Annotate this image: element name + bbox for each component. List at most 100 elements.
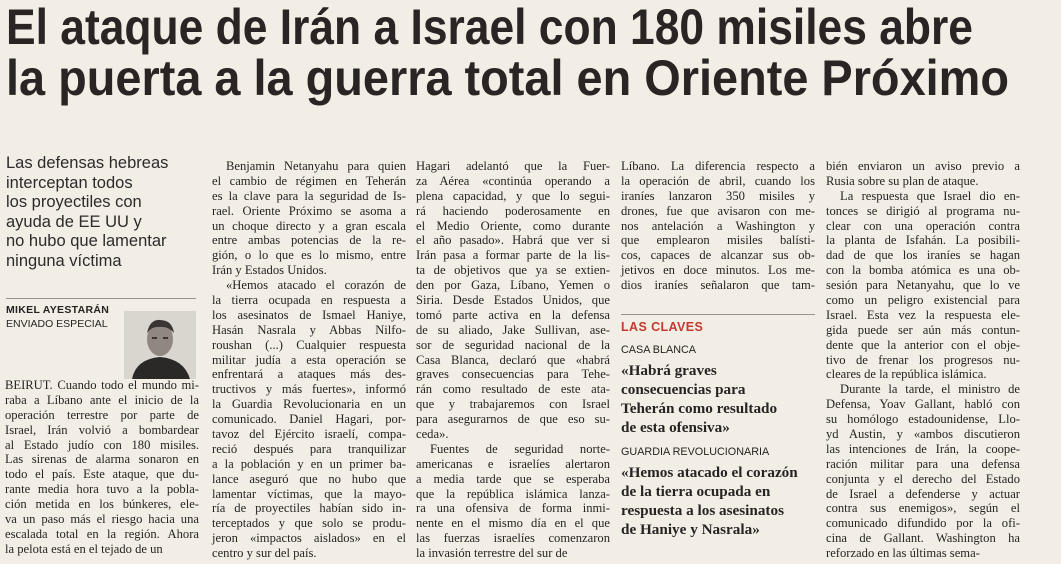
text-line: dente que la anterior con el obje- xyxy=(826,337,1020,352)
text-line: cina de Gallant. Washington ha xyxy=(826,531,1020,546)
text-line: el cambio de régimen en Teherán xyxy=(212,173,406,188)
column: Benjamin Netanyahu para quien el cambio d… xyxy=(212,159,406,561)
text-line: las fuerzas israelíes comenzaron xyxy=(416,531,610,546)
text-line: reció después para tranquilizar xyxy=(212,441,406,456)
author: MIKEL AYESTARÁN xyxy=(6,304,110,316)
text-line: Israel. Esta vez la respuesta ele- xyxy=(826,307,1020,322)
text-line: terceptados y que solo se produ- xyxy=(212,516,406,531)
text-line: la planta de Isfahán. La posibili- xyxy=(826,233,1020,248)
text-line: clear con una operación contra xyxy=(826,218,1020,233)
deck-line: Las defensas hebreas xyxy=(6,154,169,172)
text-line: de su aliado, Jake Sullivan, ase- xyxy=(416,322,610,337)
deck-line: interceptan todos xyxy=(6,173,133,192)
text-line: reforzado en las últimas sema- xyxy=(826,546,980,561)
column: Hagari adelantó que la Fuer-za Aérea «co… xyxy=(416,159,610,561)
text-line: Siria. Desde Estados Unidos, que xyxy=(416,293,610,308)
text-line: conjunta y el derecho del Estado xyxy=(826,471,1020,486)
text-line: jetivos en doce minutos. Los me- xyxy=(621,263,815,278)
text-line: rán como resultado de este ata- xyxy=(416,382,610,397)
deck: Las defensas hebreas interceptan todos los… xyxy=(6,154,186,272)
text-line: raba a Líbano ante el inicio de la xyxy=(5,392,199,407)
text-line: los asesinatos de Ismael Haniye, xyxy=(212,307,406,322)
text-line: americanas e israelíes alertaron xyxy=(416,456,610,471)
text-line: nente en el mismo día en el que xyxy=(416,516,610,531)
text-line: comunicado difundido por la ofi- xyxy=(826,516,1020,531)
text-line: al Estado judío con 180 misiles. xyxy=(5,437,199,452)
headline-line: El ataque de Irán a Israel con 180 misil… xyxy=(6,0,973,55)
text-line: Benjamin Netanyahu para quien xyxy=(226,159,406,173)
text-line: el año pasado». Habrá que ver si xyxy=(416,233,610,248)
sidebar: LAS CLAVES CASA BLANCA «Habrá graves consec… xyxy=(621,320,815,548)
text-line: tructivos y más fuertes», informó xyxy=(212,382,406,397)
text-line: plena capacidad, y que lo segui- xyxy=(416,188,610,203)
text-line: lance aseguró que no hubo que xyxy=(212,471,406,486)
text-line: Hasán Nasrala y Abbas Nilfo- xyxy=(212,322,406,337)
text-line: como un peligro existencial para xyxy=(826,293,1020,308)
text-line: ración militar para una defensa xyxy=(826,456,1020,471)
sidebar-quote: «Habrá graves consecuencias para Teherán c… xyxy=(621,361,815,437)
rule xyxy=(621,314,815,315)
text-line: contra sus enemigos», según el xyxy=(826,501,1020,516)
byline: MIKEL AYESTARÁN ENVIADO ESPECIAL xyxy=(6,303,109,331)
text-line: ción metida en los búnkeres, ele- xyxy=(5,497,199,512)
quote-line: «Habrá graves xyxy=(621,362,717,379)
text-line: con la bomba atómica es una ob- xyxy=(826,263,1020,278)
text-line: tavoz del Ejército israelí, compa- xyxy=(212,427,406,442)
text-line: Rusia sobre su plan de ataque. xyxy=(826,173,979,188)
quote-line: «Hemos atacado el corazón xyxy=(621,464,798,481)
text-line: Líbano. La diferencia respecto a xyxy=(621,159,815,173)
headline-line: la puerta a la guerra total en Oriente P… xyxy=(6,50,1009,106)
text-line: Israel, Irán volvió a bombardear xyxy=(5,422,199,437)
deck-line: no hubo que lamentar xyxy=(6,232,167,251)
quote-line: Teherán como resultado xyxy=(621,400,778,417)
text-line: gida puede ser aún más contun- xyxy=(826,322,1020,337)
text-line: ra una ofensiva de forma inmi- xyxy=(416,501,610,516)
quote-line: de la tierra ocupada en xyxy=(621,483,771,500)
text-line: escalada total en la región. Ahora xyxy=(5,526,199,541)
text-line: tomó parte activa en la defensa xyxy=(416,307,610,322)
text-line: dios iraníes señalaron que tam- xyxy=(621,278,815,293)
text-line: dad de que los iraníes se hagan xyxy=(826,248,1020,263)
text-line: operación terrestre por parte de xyxy=(5,407,199,422)
text-line: tivo de frenar los progresos nu- xyxy=(826,352,1020,367)
deck-line: los proyectiles con xyxy=(6,193,142,212)
text-line: a la población y en un primer ba- xyxy=(212,456,406,471)
text-line: la Guardia Revolucionaria en un xyxy=(212,397,406,412)
sidebar-label: GUARDIA REVOLUCIONARIA xyxy=(621,446,770,458)
text-line: un choque directo y a gran escala xyxy=(212,218,406,233)
text-line: entre ambas potencias de la re- xyxy=(212,233,406,248)
text-line: de Israel a defenderse y actuar xyxy=(826,486,1020,501)
text-line: comunicado. Daniel Hagari, por- xyxy=(212,412,406,427)
text-line: jeron «impactos aislados» en el xyxy=(212,531,406,546)
text-line: bién enviaron un aviso previo a xyxy=(826,159,1020,173)
text-line: BEIRUT. Cuando todo el mundo mi- xyxy=(5,378,199,392)
text-line: gión, o lo que es lo mismo, entre xyxy=(212,248,406,263)
text-line: la tierra ocupada en respuesta a xyxy=(212,293,406,308)
text-line: roushan (...) Cualquier respuesta xyxy=(212,337,406,352)
text-line: iraníes lanzaron 350 misiles y xyxy=(621,188,815,203)
text-line: es la clave para la seguridad de Is- xyxy=(212,188,406,203)
text-line: el Medio Oriente, como durante xyxy=(416,218,610,233)
text-line: la operación de abril, cuando los xyxy=(621,173,815,188)
text-line: va un paso más el riesgo hacia una xyxy=(5,512,199,527)
text-line: yd Austin, y «ambos discutieron xyxy=(826,427,1020,442)
text-line: tonces se dirigió al programa nu- xyxy=(826,203,1020,218)
text-line: Hagari adelantó que la Fuer- xyxy=(416,159,610,173)
text-line: den por Gaza, Líbano, Yemen o xyxy=(416,278,610,293)
text-line: cleares de la república islámica. xyxy=(826,367,987,382)
text-line: Irán pasa a formar parte de la lis- xyxy=(416,248,610,263)
text-line: drones, fue que avisaron con me- xyxy=(621,203,815,218)
text-line: nos antelación a Washington y xyxy=(621,218,815,233)
deck-line: ayuda de EE UU y xyxy=(6,212,142,231)
text-line: rante media hora tuvo a la pobla- xyxy=(5,482,199,497)
text-line: ría de proyectiles habían sido in- xyxy=(212,501,406,516)
column: BEIRUT. Cuando todo el mundo mi-raba a L… xyxy=(5,378,199,557)
text-line: Fuentes de seguridad norte- xyxy=(430,441,610,456)
text-line: que la república islámica lanza- xyxy=(416,486,610,501)
rule xyxy=(6,298,196,299)
text-line: Irán y Estados Unidos. xyxy=(212,263,327,278)
text-line: que emplearon misiles balísti- xyxy=(621,233,815,248)
text-line: para asegurarnos de que eso su- xyxy=(416,412,610,427)
text-line: lamentar víctimas, que la mayo- xyxy=(212,486,406,501)
text-line: ceda». xyxy=(416,427,449,442)
